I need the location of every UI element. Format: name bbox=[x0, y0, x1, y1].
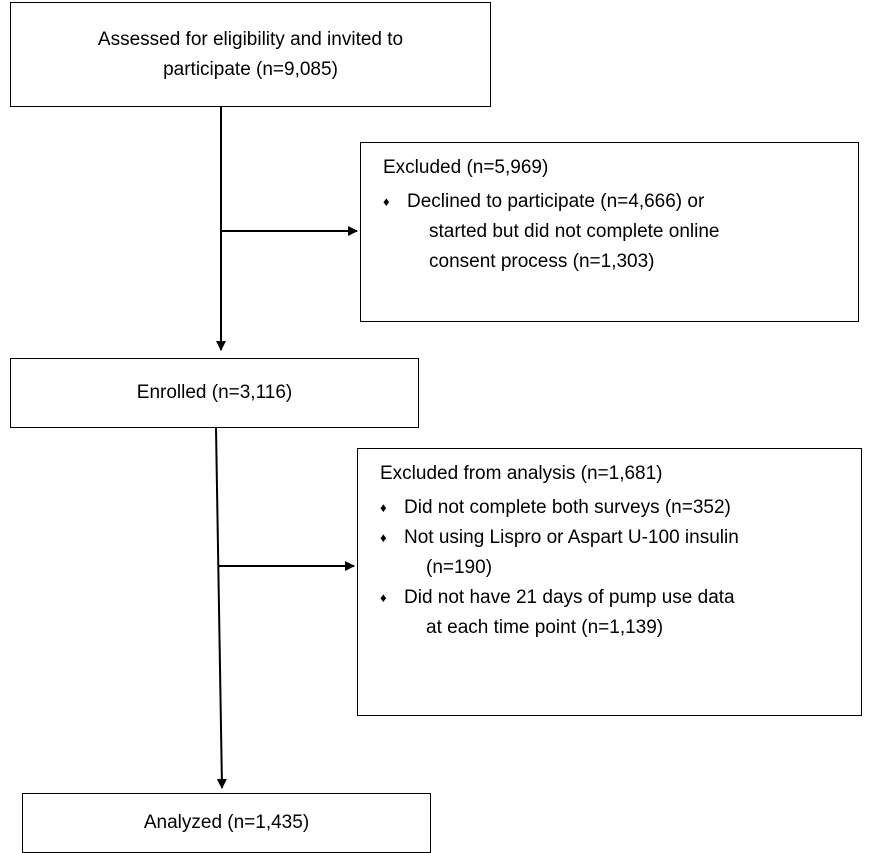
excluded-2-title: Excluded from analysis (n=1,681) bbox=[380, 463, 663, 484]
bullet-line: consent process (n=1,303) bbox=[429, 251, 655, 272]
excluded-1-title: Excluded (n=5,969) bbox=[383, 157, 549, 178]
excluded-box-2: Excluded from analysis (n=1,681) ♦ Did n… bbox=[357, 448, 862, 716]
bullet-line: started but did not complete online bbox=[429, 221, 720, 242]
excluded-box-1: Excluded (n=5,969) ♦ Declined to partici… bbox=[360, 142, 859, 322]
analyzed-box: Analyzed (n=1,435) bbox=[22, 793, 431, 853]
bullet-line: at each time point (n=1,139) bbox=[426, 617, 664, 638]
bullet-line: Declined to participate (n=4,666) or bbox=[407, 191, 705, 212]
assessed-box: Assessed for eligibility and invited to … bbox=[10, 2, 491, 107]
excluded-2-bullet: ♦ Did not complete both surveys (n=352) bbox=[380, 493, 861, 523]
excluded-2-bullet: ♦ Not using Lispro or Aspart U-100 insul… bbox=[380, 523, 861, 583]
diamond-bullet-icon: ♦ bbox=[383, 194, 390, 209]
assessed-line-1: Assessed for eligibility and invited to bbox=[97, 28, 404, 50]
diamond-bullet-icon: ♦ bbox=[380, 500, 387, 515]
bullet-line: Did not complete both surveys (n=352) bbox=[404, 497, 731, 518]
diamond-bullet-icon: ♦ bbox=[380, 530, 387, 545]
excluded-2-bullet: ♦ Did not have 21 days of pump use data … bbox=[380, 583, 861, 643]
excluded-1-bullet: ♦ Declined to participate (n=4,666) or s… bbox=[383, 187, 858, 277]
enrolled-box: Enrolled (n=3,116) bbox=[10, 358, 419, 428]
enrolled-label: Enrolled (n=3,116) bbox=[136, 382, 293, 403]
bullet-line: (n=190) bbox=[426, 557, 493, 578]
bullet-line: Did not have 21 days of pump use data bbox=[404, 587, 735, 608]
diamond-bullet-icon: ♦ bbox=[380, 590, 387, 605]
arrow-enrolled-to-analyzed bbox=[215, 427, 227, 789]
assessed-line-2: participate (n=9,085) bbox=[163, 58, 338, 80]
bullet-line: Not using Lispro or Aspart U-100 insulin bbox=[404, 527, 739, 548]
analyzed-label: Analyzed (n=1,435) bbox=[143, 812, 310, 833]
